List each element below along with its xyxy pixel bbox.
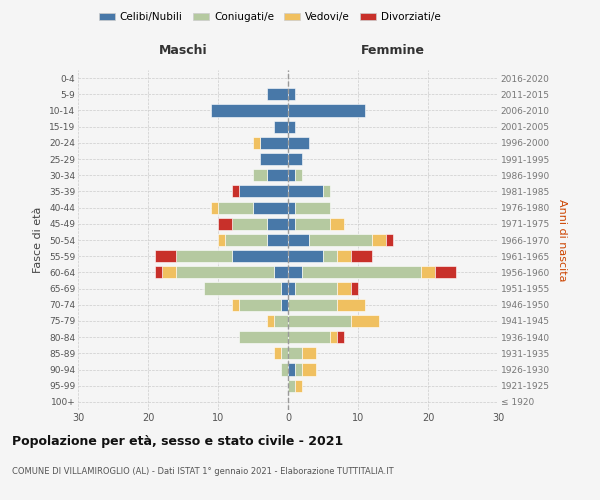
Bar: [288, 298, 337, 311]
Bar: [239, 331, 288, 343]
Bar: [176, 266, 274, 278]
Bar: [330, 218, 344, 230]
Bar: [288, 88, 295, 101]
Bar: [281, 364, 288, 376]
Bar: [337, 282, 351, 294]
Bar: [288, 234, 309, 246]
Bar: [351, 315, 379, 327]
Bar: [274, 315, 288, 327]
Bar: [274, 266, 288, 278]
Bar: [288, 202, 295, 213]
Bar: [281, 348, 288, 360]
Bar: [421, 266, 435, 278]
Bar: [218, 218, 232, 230]
Bar: [337, 331, 344, 343]
Bar: [218, 202, 253, 213]
Bar: [260, 137, 288, 149]
Bar: [274, 120, 288, 132]
Bar: [239, 186, 288, 198]
Bar: [288, 186, 323, 198]
Bar: [288, 331, 330, 343]
Bar: [351, 250, 372, 262]
Bar: [274, 348, 281, 360]
Bar: [232, 298, 239, 311]
Bar: [260, 153, 288, 165]
Bar: [295, 380, 302, 392]
Bar: [155, 250, 176, 262]
Bar: [288, 315, 351, 327]
Bar: [232, 186, 239, 198]
Bar: [211, 202, 218, 213]
Bar: [323, 250, 337, 262]
Bar: [288, 282, 295, 294]
Bar: [295, 169, 302, 181]
Bar: [330, 331, 337, 343]
Bar: [337, 298, 365, 311]
Bar: [155, 266, 162, 278]
Bar: [267, 218, 288, 230]
Bar: [267, 169, 288, 181]
Bar: [435, 266, 456, 278]
Bar: [295, 202, 330, 213]
Bar: [232, 250, 288, 262]
Bar: [267, 88, 288, 101]
Bar: [281, 298, 288, 311]
Bar: [204, 282, 281, 294]
Bar: [302, 348, 316, 360]
Bar: [232, 218, 267, 230]
Bar: [176, 250, 232, 262]
Bar: [288, 364, 295, 376]
Legend: Celibi/Nubili, Coniugati/e, Vedovi/e, Divorziati/e: Celibi/Nubili, Coniugati/e, Vedovi/e, Di…: [95, 8, 445, 26]
Bar: [218, 234, 225, 246]
Bar: [267, 234, 288, 246]
Bar: [295, 364, 302, 376]
Bar: [288, 380, 295, 392]
Bar: [386, 234, 393, 246]
Bar: [288, 348, 302, 360]
Bar: [295, 282, 337, 294]
Bar: [372, 234, 386, 246]
Bar: [288, 137, 309, 149]
Bar: [309, 234, 372, 246]
Bar: [267, 315, 274, 327]
Bar: [302, 266, 421, 278]
Bar: [337, 250, 351, 262]
Bar: [253, 169, 267, 181]
Text: COMUNE DI VILLAMIROGLIO (AL) - Dati ISTAT 1° gennaio 2021 - Elaborazione TUTTITA: COMUNE DI VILLAMIROGLIO (AL) - Dati ISTA…: [12, 468, 394, 476]
Bar: [323, 186, 330, 198]
Bar: [253, 137, 260, 149]
Bar: [288, 104, 365, 117]
Bar: [288, 153, 302, 165]
Bar: [162, 266, 176, 278]
Bar: [288, 120, 295, 132]
Bar: [288, 218, 295, 230]
Text: Femmine: Femmine: [361, 44, 425, 57]
Bar: [302, 364, 316, 376]
Bar: [281, 282, 288, 294]
Bar: [288, 266, 302, 278]
Bar: [211, 104, 288, 117]
Text: Maschi: Maschi: [158, 44, 208, 57]
Text: Popolazione per età, sesso e stato civile - 2021: Popolazione per età, sesso e stato civil…: [12, 435, 343, 448]
Bar: [253, 202, 288, 213]
Bar: [351, 282, 358, 294]
Bar: [239, 298, 281, 311]
Y-axis label: Anni di nascita: Anni di nascita: [557, 198, 566, 281]
Bar: [225, 234, 267, 246]
Bar: [288, 169, 295, 181]
Bar: [288, 250, 323, 262]
Bar: [295, 218, 330, 230]
Y-axis label: Fasce di età: Fasce di età: [34, 207, 43, 273]
